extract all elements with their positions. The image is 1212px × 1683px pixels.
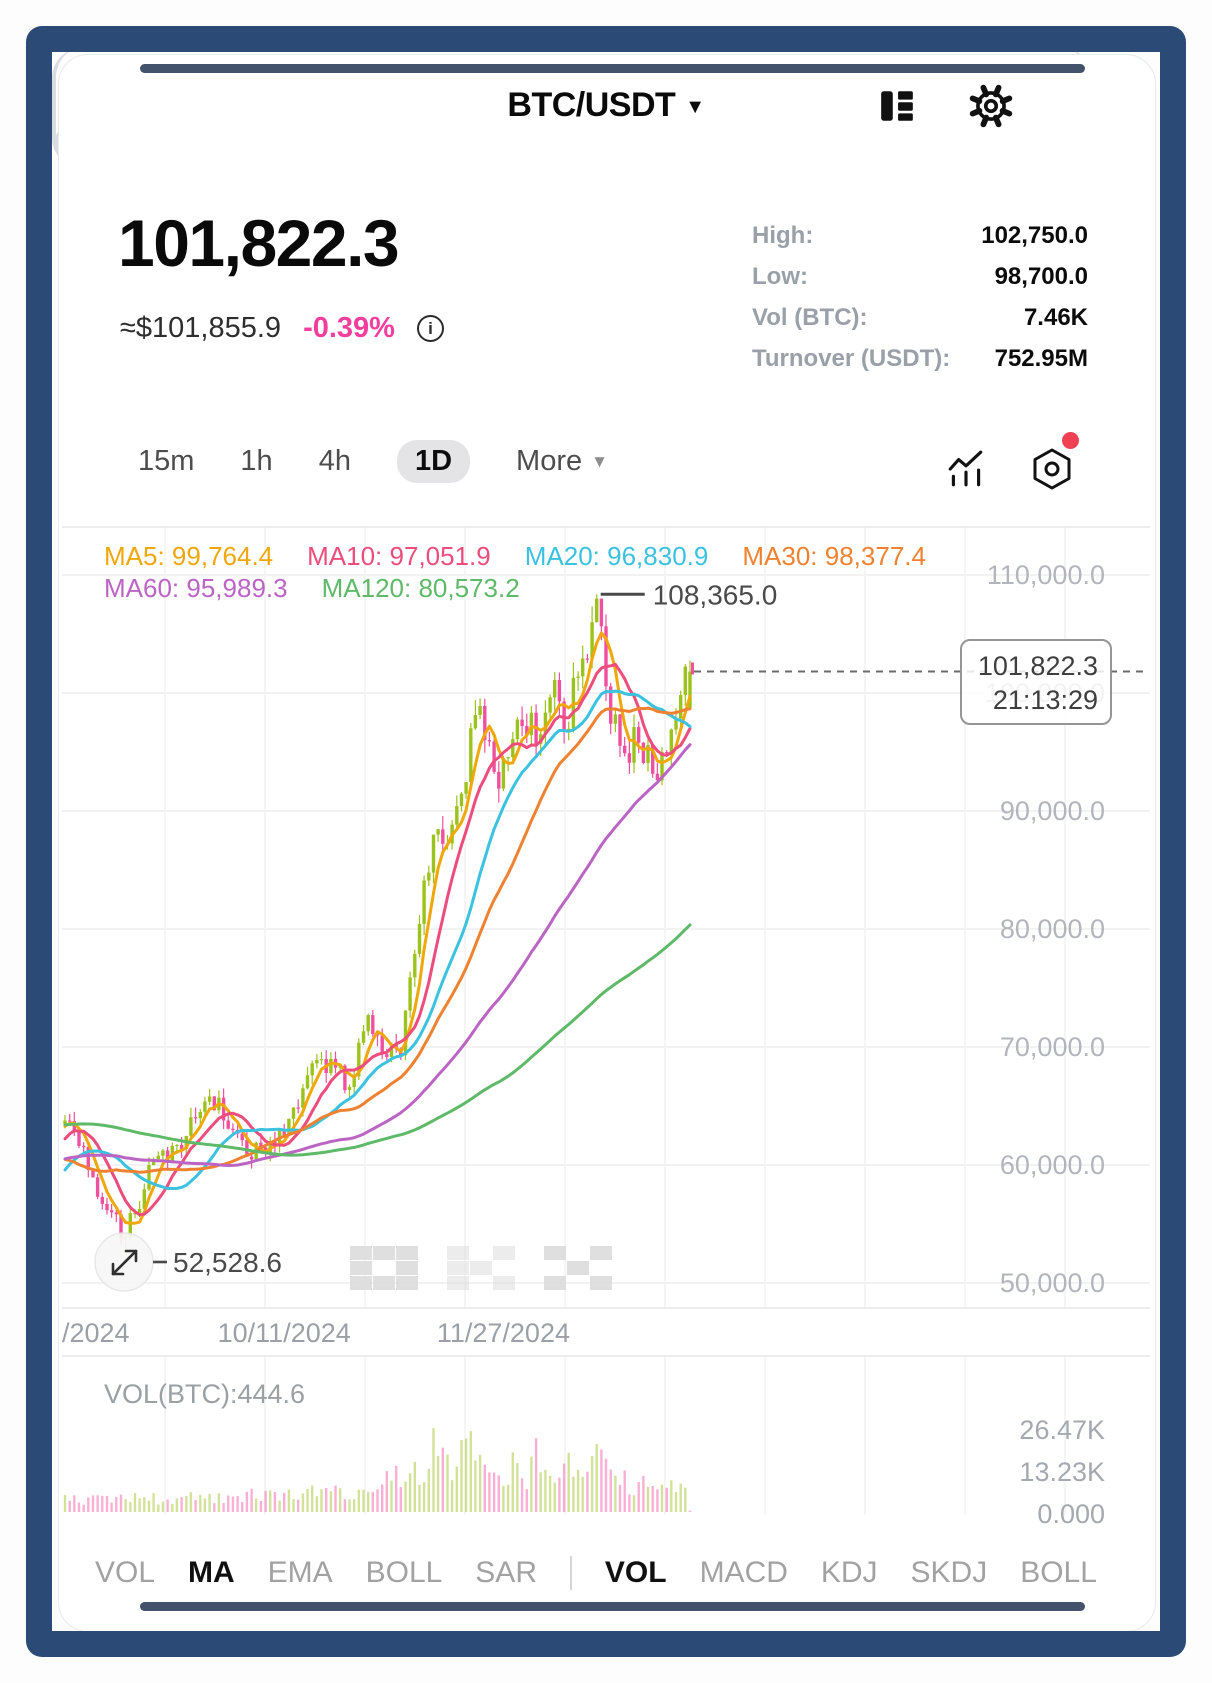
stat-low: Low: 98,700.0	[752, 263, 1088, 290]
sub-indicator-vol[interactable]: VOL	[604, 1556, 667, 1589]
date-axis-label: 10/11/2024	[217, 1318, 351, 1348]
ma120-legend: MA120: 80,573.2	[321, 573, 520, 603]
volume-indicator-label: VOL(BTC):444.6	[104, 1379, 306, 1409]
price-axis-label: 50,000.0	[999, 1268, 1105, 1298]
tab-1h[interactable]: 1h	[240, 445, 273, 477]
tab-15m[interactable]: 15m	[138, 445, 195, 477]
top-divider-bar	[140, 64, 1085, 73]
main-indicator-boll[interactable]: BOLL	[365, 1556, 443, 1589]
tab-1d[interactable]: 1D	[396, 440, 471, 483]
app-card	[58, 54, 1156, 1632]
ma30-legend: MA30: 98,377.4	[742, 541, 926, 571]
tooltip-time: 21:13:29	[992, 685, 1098, 716]
background-artifact-left	[52, 48, 116, 168]
fiat-price: ≈$101,855.9	[120, 312, 282, 344]
chevron-down-icon: ▼	[591, 451, 608, 471]
ma5-legend: MA5: 99,764.4	[104, 541, 274, 571]
price-change: -0.39%	[303, 312, 395, 344]
stat-vol: Vol (BTC): 7.46K	[752, 304, 1088, 331]
pair-title: BTC/USDT	[507, 86, 676, 124]
ma60-legend: MA60: 95,989.3	[104, 573, 288, 603]
volume-axis-label: 0.000	[1037, 1499, 1105, 1529]
svg-text:108,365.0: 108,365.0	[653, 579, 778, 610]
price-axis-label: 90,000.0	[999, 796, 1105, 826]
chart-style-icon[interactable]	[945, 448, 987, 495]
sub-indicator-macd[interactable]: MACD	[699, 1556, 788, 1589]
price-axis-label: 110,000.0	[986, 560, 1105, 590]
indicator-settings-icon[interactable]	[1030, 446, 1074, 497]
sub-indicator-kdj[interactable]: KDJ	[820, 1556, 878, 1589]
date-axis-label: /2024	[62, 1318, 130, 1348]
volume-axis-label: 26.47K	[1019, 1415, 1105, 1445]
last-price-tooltip: 101,822.3 21:13:29	[960, 639, 1112, 726]
ma10-legend: MA10: 97,051.9	[307, 541, 491, 571]
layout-grid-icon[interactable]	[878, 87, 916, 130]
sub-indicator-boll[interactable]: BOLL	[1020, 1556, 1097, 1589]
stat-turnover: Turnover (USDT): 752.95M	[752, 345, 1088, 372]
main-indicator-vol[interactable]: VOL	[95, 1556, 156, 1589]
volume-axis-label: 13.23K	[1019, 1457, 1105, 1487]
last-price: 101,822.3	[118, 206, 400, 280]
tab-divider	[569, 1556, 572, 1590]
tooltip-price: 101,822.3	[977, 651, 1098, 682]
svg-text:52,528.6: 52,528.6	[173, 1247, 282, 1278]
info-icon[interactable]: i	[416, 315, 444, 342]
indicator-tab-bar: VOL MA EMA BOLL SAR VOL MACD KDJ SKDJ BO…	[95, 1556, 1097, 1590]
main-indicator-ma[interactable]: MA	[188, 1556, 235, 1589]
main-indicator-ema[interactable]: EMA	[267, 1556, 333, 1589]
bottom-divider-bar	[140, 1602, 1085, 1611]
price-axis-label: 70,000.0	[999, 1032, 1105, 1062]
stat-high: High: 102,750.0	[752, 222, 1088, 249]
main-indicator-sar[interactable]: SAR	[475, 1556, 537, 1589]
price-axis-label: 60,000.0	[999, 1150, 1105, 1180]
chevron-down-icon: ▼	[685, 95, 705, 118]
notification-dot	[1062, 432, 1079, 449]
ticker-stats: High: 102,750.0 Low: 98,700.0 Vol (BTC): 7.…	[752, 222, 1088, 386]
gear-icon[interactable]	[968, 83, 1014, 134]
price-axis-label: 80,000.0	[999, 914, 1105, 944]
ma-legend-row-2: MA60: 95,989.3 MA120: 80,573.2	[104, 573, 520, 604]
sub-indicator-skdj[interactable]: SKDJ	[910, 1556, 988, 1589]
ma-legend-row-1: MA5: 99,764.4 MA10: 97,051.9 MA20: 96,83…	[104, 541, 926, 572]
tab-4h[interactable]: 4h	[318, 445, 351, 477]
ma20-legend: MA20: 96,830.9	[524, 541, 709, 571]
date-axis-label: 11/27/2024	[436, 1318, 570, 1348]
tab-more[interactable]: More ▼	[516, 445, 608, 477]
timeframe-tabs: 15m 1h 4h 1D More ▼	[138, 440, 608, 483]
pair-selector[interactable]: BTC/USDT ▼	[0, 86, 1212, 125]
